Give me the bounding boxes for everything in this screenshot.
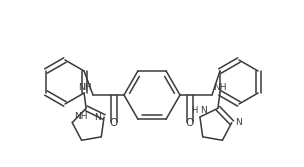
Text: N: N bbox=[235, 118, 242, 127]
Text: H: H bbox=[192, 106, 198, 115]
Text: N: N bbox=[94, 113, 101, 122]
Text: O: O bbox=[186, 118, 194, 128]
Text: N: N bbox=[200, 106, 207, 115]
Text: NH: NH bbox=[78, 83, 92, 92]
Text: O: O bbox=[110, 118, 118, 128]
Text: NH: NH bbox=[213, 83, 226, 92]
Text: NH: NH bbox=[74, 112, 88, 121]
